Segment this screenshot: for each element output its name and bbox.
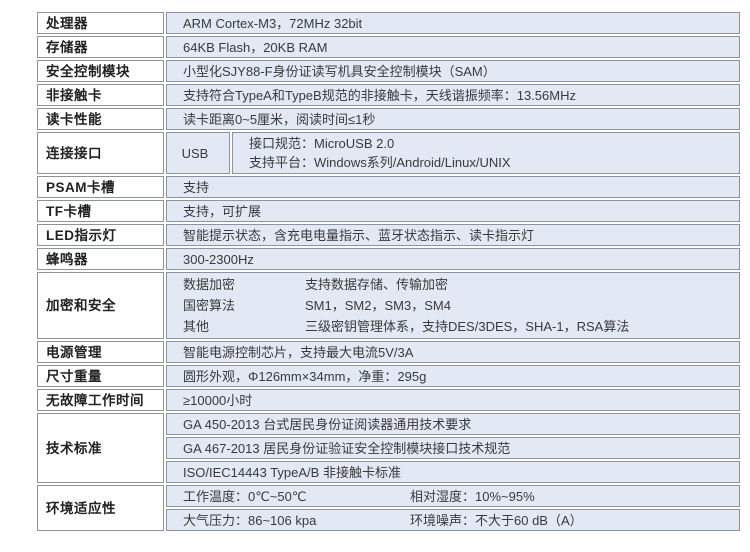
- environment-item: 大气压力：86~106 kpa: [183, 512, 317, 528]
- table-row-standards: 技术标准 GA 450-2013 台式居民身份证阅读器通用技术要求: [37, 413, 740, 483]
- spec-label: 连接接口: [37, 132, 164, 174]
- spec-label: 加密和安全: [37, 272, 164, 339]
- table-row-environment: 环境适应性 工作温度：0℃~50℃ 相对湿度：10%~95%: [37, 485, 740, 531]
- spec-label: 读卡性能: [37, 108, 164, 130]
- spec-value: 读卡距离0~5厘米，阅读时间≤1秒: [166, 108, 740, 130]
- environment-item: 工作温度：0℃~50℃: [183, 488, 307, 504]
- spec-label: TF卡槽: [37, 200, 164, 222]
- encryption-item-name: 国密算法: [183, 298, 236, 313]
- interface-spec-line: 接口规范：MicroUSB 2.0: [249, 136, 395, 151]
- table-row-read-performance: 读卡性能 读卡距离0~5厘米，阅读时间≤1秒: [37, 108, 740, 130]
- table-row-contactless-card: 非接触卡 支持符合TypeA和TypeB规范的非接触卡，天线谐振频率：13.56…: [37, 84, 740, 106]
- environment-item: 相对湿度：10%~95%: [410, 488, 535, 504]
- table-row-memory: 存储器 64KB Flash，20KB RAM: [37, 36, 740, 58]
- spec-label: 环境适应性: [37, 485, 164, 531]
- table-row-tf-slot: TF卡槽 支持，可扩展: [37, 200, 740, 222]
- spec-value: 智能提示状态，含充电电量指示、蓝牙状态指示、读卡指示灯: [166, 224, 740, 246]
- standard-value: GA 467-2013 居民身份证验证安全控制模块接口技术规范: [166, 437, 740, 459]
- table-row-encryption: 加密和安全 数据加密 支持数据存储、传输加密 国密算法 SM1，SM2，SM3，SM…: [37, 272, 740, 339]
- table-row-environment: 大气压力：86~106 kpa 环境噪声：不大于60 dB（A）: [37, 509, 740, 531]
- interface-port-cell: USB: [166, 132, 230, 174]
- table-row-processor: 处理器 ARM Cortex-M3，72MHz 32bit: [37, 12, 740, 34]
- spec-label: 非接触卡: [37, 84, 164, 106]
- environment-value: 大气压力：86~106 kpa 环境噪声：不大于60 dB（A）: [166, 509, 740, 531]
- spec-value: 支持符合TypeA和TypeB规范的非接触卡，天线谐振频率：13.56MHz: [166, 84, 740, 106]
- interface-platform-line: 支持平台：Windows系列/Android/Linux/UNIX: [249, 155, 511, 170]
- spec-label: LED指示灯: [37, 224, 164, 246]
- encryption-item-value: SM1，SM2，SM3，SM4: [305, 298, 451, 313]
- spec-table: 处理器 ARM Cortex-M3，72MHz 32bit 存储器 64KB F…: [35, 10, 742, 533]
- spec-value: 支持，可扩展: [166, 200, 740, 222]
- table-row-buzzer: 蜂鸣器 300-2300Hz: [37, 248, 740, 270]
- spec-label: 处理器: [37, 12, 164, 34]
- table-row-dimensions-weight: 尺寸重量 圆形外观，Φ126mm×34mm，净重：295g: [37, 365, 740, 387]
- encryption-item-name: 其他: [183, 319, 210, 334]
- interface-detail-cell: 接口规范：MicroUSB 2.0 支持平台：Windows系列/Android…: [232, 132, 740, 174]
- table-row-power-management: 电源管理 智能电源控制芯片，支持最大电流5V/3A: [37, 341, 740, 363]
- encryption-line: 其他 三级密钥管理体系，支持DES/3DES，SHA-1，RSA算法: [183, 316, 733, 337]
- spec-label: PSAM卡槽: [37, 176, 164, 198]
- table-row-led-indicator: LED指示灯 智能提示状态，含充电电量指示、蓝牙状态指示、读卡指示灯: [37, 224, 740, 246]
- standard-value: GA 450-2013 台式居民身份证阅读器通用技术要求: [166, 413, 740, 435]
- spec-value: 小型化SJY88-F身份证读写机具安全控制模块（SAM）: [166, 60, 740, 82]
- standard-value: ISO/IEC14443 TypeA/B 非接触卡标准: [166, 461, 740, 483]
- encryption-item-name: 数据加密: [183, 277, 236, 292]
- spec-value: ≥10000小时: [166, 389, 740, 411]
- encryption-detail-cell: 数据加密 支持数据存储、传输加密 国密算法 SM1，SM2，SM3，SM4 其他 三级…: [166, 272, 740, 339]
- table-row-standards: ISO/IEC14443 TypeA/B 非接触卡标准: [37, 461, 740, 483]
- environment-item: 环境噪声：不大于60 dB（A）: [410, 512, 583, 528]
- spec-value: 智能电源控制芯片，支持最大电流5V/3A: [166, 341, 740, 363]
- spec-label: 无故障工作时间: [37, 389, 164, 411]
- spec-label: 技术标准: [37, 413, 164, 483]
- spec-value: 300-2300Hz: [166, 248, 740, 270]
- spec-label: 尺寸重量: [37, 365, 164, 387]
- encryption-line: 数据加密 支持数据存储、传输加密: [183, 274, 733, 295]
- table-row-psam-slot: PSAM卡槽 支持: [37, 176, 740, 198]
- spec-label: 存储器: [37, 36, 164, 58]
- environment-value: 工作温度：0℃~50℃ 相对湿度：10%~95%: [166, 485, 740, 507]
- spec-value: 圆形外观，Φ126mm×34mm，净重：295g: [166, 365, 740, 387]
- encryption-item-value: 三级密钥管理体系，支持DES/3DES，SHA-1，RSA算法: [305, 319, 630, 334]
- table-row-security-module: 安全控制模块 小型化SJY88-F身份证读写机具安全控制模块（SAM）: [37, 60, 740, 82]
- spec-value: 支持: [166, 176, 740, 198]
- table-row-interface: 连接接口 USB 接口规范：MicroUSB 2.0 支持平台：Windows系…: [37, 132, 740, 174]
- encryption-item-value: 支持数据存储、传输加密: [305, 277, 449, 292]
- spec-value: 64KB Flash，20KB RAM: [166, 36, 740, 58]
- table-row-mtbf: 无故障工作时间 ≥10000小时: [37, 389, 740, 411]
- spec-label: 电源管理: [37, 341, 164, 363]
- spec-label: 安全控制模块: [37, 60, 164, 82]
- encryption-line: 国密算法 SM1，SM2，SM3，SM4: [183, 295, 733, 316]
- spec-label: 蜂鸣器: [37, 248, 164, 270]
- table-row-standards: GA 467-2013 居民身份证验证安全控制模块接口技术规范: [37, 437, 740, 459]
- spec-value: ARM Cortex-M3，72MHz 32bit: [166, 12, 740, 34]
